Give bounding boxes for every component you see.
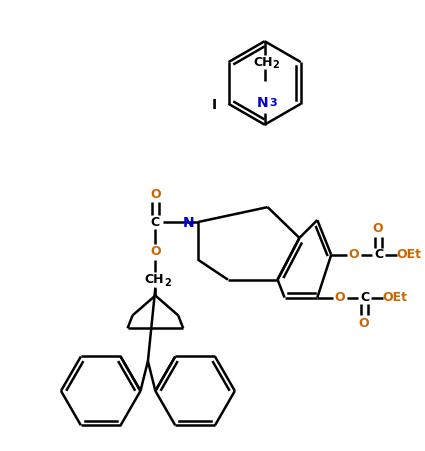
Text: C: C <box>151 216 160 229</box>
Text: CH: CH <box>144 273 164 286</box>
Text: O: O <box>150 188 161 201</box>
Text: N: N <box>257 96 269 110</box>
Text: O: O <box>349 249 360 261</box>
Text: O: O <box>335 291 346 304</box>
Text: OEt: OEt <box>396 249 421 261</box>
Text: N: N <box>182 216 194 230</box>
Text: 2: 2 <box>272 60 279 70</box>
Text: OEt: OEt <box>382 291 407 304</box>
Text: O: O <box>150 245 161 258</box>
Text: C: C <box>360 291 370 304</box>
Text: 3: 3 <box>270 98 278 108</box>
Text: 2: 2 <box>164 278 171 288</box>
Text: C: C <box>374 249 383 261</box>
Text: CH: CH <box>253 55 272 69</box>
Text: I: I <box>212 98 217 112</box>
Text: O: O <box>359 317 369 330</box>
Text: O: O <box>373 222 383 235</box>
